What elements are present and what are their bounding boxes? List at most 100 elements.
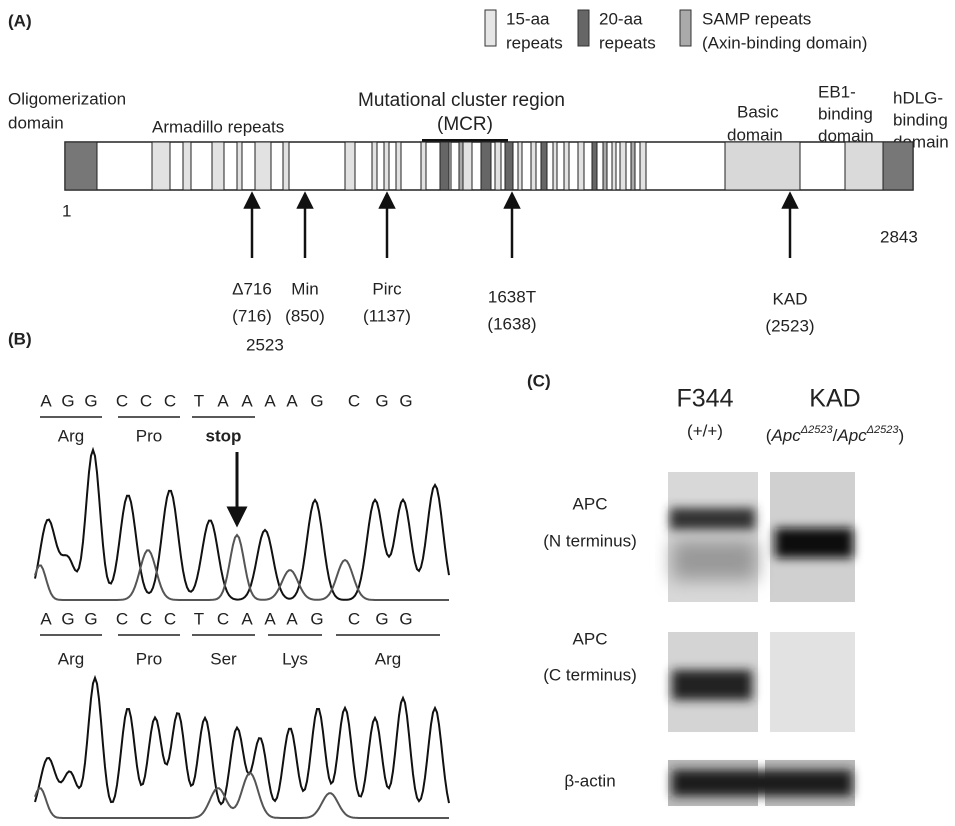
base: C bbox=[116, 391, 128, 410]
base: T bbox=[194, 391, 204, 410]
blot-actin bbox=[668, 760, 855, 806]
trace bbox=[35, 450, 449, 600]
protein-segment bbox=[640, 142, 646, 190]
legend-swatch bbox=[680, 10, 691, 46]
domain-label: Basic bbox=[737, 102, 779, 121]
protein-segment bbox=[384, 142, 389, 190]
codon: Arg bbox=[375, 649, 401, 668]
row-label: (N terminus) bbox=[543, 531, 637, 550]
row-label: β-actin bbox=[564, 771, 615, 790]
genotype-part: ) bbox=[899, 426, 905, 445]
base: A bbox=[40, 391, 52, 410]
domain-label: EB1- bbox=[818, 82, 856, 101]
row-label: (C terminus) bbox=[543, 665, 637, 684]
base: G bbox=[399, 391, 412, 410]
protein-segment bbox=[531, 142, 536, 190]
base: C bbox=[140, 391, 152, 410]
base: G bbox=[84, 391, 97, 410]
domain-label: (MCR) bbox=[437, 114, 493, 135]
protein-segment bbox=[612, 142, 616, 190]
genotype: (ApcΔ2523/ApcΔ2523) bbox=[766, 424, 904, 446]
protein-segment bbox=[212, 142, 224, 190]
protein-segment bbox=[345, 142, 355, 190]
codon: stop bbox=[206, 426, 242, 445]
codon: Arg bbox=[58, 649, 84, 668]
trace bbox=[35, 678, 449, 804]
base: C bbox=[217, 609, 229, 628]
protein-segment bbox=[255, 142, 271, 190]
protein-segment bbox=[396, 142, 401, 190]
figure: (A) 15-aa repeats 20-aa repeats SAMP rep… bbox=[0, 0, 955, 826]
domain-label: Mutational cluster region bbox=[358, 90, 565, 111]
lane-label: F344 bbox=[677, 385, 734, 413]
base: A bbox=[217, 391, 229, 410]
protein-segment bbox=[631, 142, 635, 190]
row-label: APC bbox=[573, 629, 608, 648]
trace bbox=[35, 773, 449, 818]
legend-text: 15-aa bbox=[506, 9, 550, 28]
legend-swatch bbox=[485, 10, 496, 46]
codon: Pro bbox=[136, 426, 162, 445]
protein-segment bbox=[578, 142, 584, 190]
protein-segment bbox=[845, 142, 883, 190]
protein-segment bbox=[65, 142, 97, 190]
codon: Ser bbox=[210, 649, 237, 668]
base: C bbox=[164, 391, 176, 410]
mutation-name: Δ716 bbox=[232, 279, 272, 298]
panel-label: (B) bbox=[8, 329, 32, 348]
base: A bbox=[264, 609, 276, 628]
base: C bbox=[348, 391, 360, 410]
domain-label: domain bbox=[8, 113, 64, 132]
base: G bbox=[310, 391, 323, 410]
base: G bbox=[84, 609, 97, 628]
base: G bbox=[310, 609, 323, 628]
base: G bbox=[375, 391, 388, 410]
protein-segment bbox=[237, 142, 242, 190]
row-label: APC bbox=[573, 494, 608, 513]
mutation-position: (850) bbox=[285, 306, 325, 325]
base: C bbox=[116, 609, 128, 628]
base: A bbox=[40, 609, 52, 628]
legend-text: repeats bbox=[506, 33, 563, 52]
base: A bbox=[286, 391, 298, 410]
domain-label: binding bbox=[893, 110, 948, 129]
legend-text: (Axin-binding domain) bbox=[702, 33, 867, 52]
protein-segment bbox=[505, 142, 513, 190]
protein-segment bbox=[541, 142, 547, 190]
mutation-name: 1638T bbox=[488, 287, 536, 306]
panel-label: (C) bbox=[527, 371, 551, 390]
base: G bbox=[375, 609, 388, 628]
protein-segment bbox=[495, 142, 501, 190]
base: G bbox=[399, 609, 412, 628]
base: A bbox=[241, 609, 253, 628]
protein-bar bbox=[65, 142, 913, 190]
panel-label: (A) bbox=[8, 11, 32, 30]
trace bbox=[35, 535, 449, 600]
protein-segment bbox=[421, 142, 426, 190]
domain-label: hDLG- bbox=[893, 88, 943, 107]
mutation-position: (1638) bbox=[487, 314, 536, 333]
base: T bbox=[194, 609, 204, 628]
mutation-name: Pirc bbox=[372, 279, 402, 298]
site-label: 2523 bbox=[246, 335, 284, 354]
blot-n-terminus bbox=[668, 472, 855, 602]
genotype: (+/+) bbox=[687, 421, 723, 440]
protein-segment bbox=[283, 142, 289, 190]
position-label: 1 bbox=[62, 201, 71, 220]
codon: Lys bbox=[282, 649, 308, 668]
base: G bbox=[61, 609, 74, 628]
protein-segment bbox=[459, 142, 463, 190]
protein-segment bbox=[152, 142, 170, 190]
base: A bbox=[241, 391, 253, 410]
protein-segment bbox=[620, 142, 626, 190]
band bbox=[672, 770, 852, 796]
protein-segment bbox=[481, 142, 491, 190]
protein-segment bbox=[440, 142, 449, 190]
blot-lane bbox=[668, 472, 758, 602]
protein-segment bbox=[564, 142, 569, 190]
base: C bbox=[140, 609, 152, 628]
protein-segment bbox=[183, 142, 191, 190]
base: C bbox=[164, 609, 176, 628]
base: C bbox=[348, 609, 360, 628]
genotype-part: Apc bbox=[836, 426, 867, 445]
